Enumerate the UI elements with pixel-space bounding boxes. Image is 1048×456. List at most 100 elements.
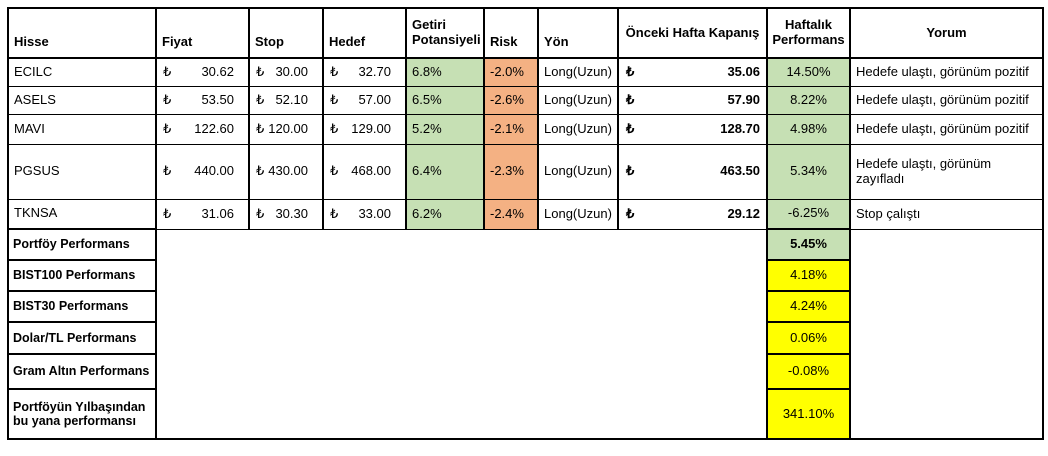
stop-value: 30.00 (275, 63, 308, 79)
cell-getiri-potansiyeli: 5.2% (405, 113, 485, 145)
summary-value-ytd: 341.10% (766, 388, 851, 440)
stop-value: 430.00 (268, 163, 308, 179)
hedef-value: 129.00 (351, 120, 391, 136)
empty-cell (156, 354, 767, 389)
header-risk: Risk (483, 7, 539, 59)
empty-cell (156, 260, 767, 291)
fiyat-value: 122.60 (194, 120, 234, 136)
table-row: MAVI ₺ 122.60 ₺ 120.00 ₺ 129.00 5.2% -2.1% … (7, 113, 1044, 145)
empty-cell (850, 389, 1043, 439)
lira-currency-icon: ₺ (256, 205, 265, 221)
empty-cell (156, 229, 767, 260)
hedef-value: 32.70 (358, 63, 391, 79)
empty-cell (850, 229, 1043, 260)
header-hedef: Hedef (322, 7, 407, 59)
cell-yorum: Stop çalıştı (849, 198, 1044, 230)
header-onceki-hafta-kapanis: Önceki Hafta Kapanış (617, 7, 768, 59)
lira-currency-icon: ₺ (256, 63, 265, 79)
cell-stop: ₺ 430.00 (248, 143, 324, 200)
lira-currency-icon: ₺ (626, 91, 635, 107)
lira-currency-icon: ₺ (330, 63, 339, 79)
portfolio-table: Hisse Fiyat Stop Hedef Getiri Potansiyel… (7, 7, 1044, 440)
cell-hedef: ₺ 33.00 (322, 198, 407, 230)
cell-fiyat: ₺ 53.50 (155, 85, 250, 115)
empty-cell (156, 291, 767, 322)
lira-currency-icon: ₺ (163, 163, 172, 179)
cell-onceki-kapanis: ₺ 35.06 (617, 57, 768, 87)
header-haftalik-performans: Haftalık Performans (766, 7, 851, 59)
onceki-value: 29.12 (727, 205, 760, 221)
cell-yon: Long(Uzun) (537, 143, 619, 200)
cell-stop: ₺ 30.00 (248, 57, 324, 87)
summary-row: Portföy Performans 5.45% (7, 228, 1043, 261)
summary-value-dolar-tl: 0.06% (766, 321, 851, 355)
summary-value-bist100: 4.18% (766, 259, 851, 292)
cell-risk: -2.0% (483, 57, 539, 87)
lira-currency-icon: ₺ (256, 120, 265, 136)
empty-cell (850, 322, 1043, 354)
header-yon: Yön (537, 7, 619, 59)
cell-getiri-potansiyeli: 6.2% (405, 198, 485, 230)
lira-currency-icon: ₺ (626, 163, 635, 179)
cell-hedef: ₺ 129.00 (322, 113, 407, 145)
table-row: ECILC ₺ 30.62 ₺ 30.00 ₺ 32.70 6.8% -2.0% Lo… (7, 57, 1044, 87)
onceki-value: 128.70 (720, 120, 760, 136)
cell-yorum: Hedefe ulaştı, görünüm zayıfladı (849, 143, 1044, 200)
table-row: PGSUS ₺ 440.00 ₺ 430.00 ₺ 468.00 6.4% -2.3%… (7, 143, 1044, 200)
lira-currency-icon: ₺ (256, 91, 265, 107)
header-row: Hisse Fiyat Stop Hedef Getiri Potansiyel… (7, 7, 1044, 59)
lira-currency-icon: ₺ (626, 120, 635, 136)
stop-value: 120.00 (268, 120, 308, 136)
cell-haftalik-performans: 5.34% (766, 143, 851, 200)
onceki-value: 57.90 (727, 91, 760, 107)
lira-currency-icon: ₺ (330, 120, 339, 136)
cell-onceki-kapanis: ₺ 29.12 (617, 198, 768, 230)
empty-cell (850, 291, 1043, 322)
cell-ticker: MAVI (7, 113, 157, 145)
lira-currency-icon: ₺ (330, 163, 339, 179)
cell-ticker: TKNSA (7, 198, 157, 230)
cell-yorum: Hedefe ulaştı, görünüm pozitif (849, 57, 1044, 87)
summary-label-portfoy: Portföy Performans (7, 228, 157, 261)
hedef-value: 468.00 (351, 163, 391, 179)
cell-hedef: ₺ 468.00 (322, 143, 407, 200)
summary-row: Portföyün Yılbaşından bu yana performans… (7, 388, 1043, 440)
summary-label-bist100: BIST100 Performans (7, 259, 157, 292)
cell-getiri-potansiyeli: 6.4% (405, 143, 485, 200)
summary-label-ytd: Portföyün Yılbaşından bu yana performans… (7, 388, 157, 440)
cell-risk: -2.1% (483, 113, 539, 145)
header-getiri-potansiyeli: Getiri Potansiyeli (405, 7, 485, 59)
cell-yon: Long(Uzun) (537, 57, 619, 87)
summary-value-portfoy: 5.45% (766, 228, 851, 261)
cell-hedef: ₺ 57.00 (322, 85, 407, 115)
lira-currency-icon: ₺ (163, 120, 172, 136)
cell-fiyat: ₺ 122.60 (155, 113, 250, 145)
onceki-value: 35.06 (727, 63, 760, 79)
cell-getiri-potansiyeli: 6.5% (405, 85, 485, 115)
cell-ticker: ASELS (7, 85, 157, 115)
fiyat-value: 53.50 (201, 91, 234, 107)
summary-row: Dolar/TL Performans 0.06% (7, 321, 1043, 355)
cell-haftalik-performans: -6.25% (766, 198, 851, 230)
lira-currency-icon: ₺ (163, 63, 172, 79)
summary-row: Gram Altın Performans -0.08% (7, 353, 1043, 390)
hedef-value: 33.00 (358, 205, 391, 221)
header-stop: Stop (248, 7, 324, 59)
header-hisse: Hisse (7, 7, 157, 59)
lira-currency-icon: ₺ (163, 205, 172, 221)
lira-currency-icon: ₺ (163, 91, 172, 107)
summary-value-bist30: 4.24% (766, 290, 851, 323)
cell-haftalik-performans: 8.22% (766, 85, 851, 115)
empty-cell (156, 322, 767, 354)
stop-value: 52.10 (275, 91, 308, 107)
cell-ticker: ECILC (7, 57, 157, 87)
cell-yorum: Hedefe ulaştı, görünüm pozitif (849, 85, 1044, 115)
summary-row: BIST30 Performans 4.24% (7, 290, 1043, 323)
empty-cell (850, 260, 1043, 291)
cell-haftalik-performans: 4.98% (766, 113, 851, 145)
empty-cell (850, 354, 1043, 389)
lira-currency-icon: ₺ (626, 205, 635, 221)
summary-label-gram-altin: Gram Altın Performans (7, 353, 157, 390)
cell-stop: ₺ 30.30 (248, 198, 324, 230)
